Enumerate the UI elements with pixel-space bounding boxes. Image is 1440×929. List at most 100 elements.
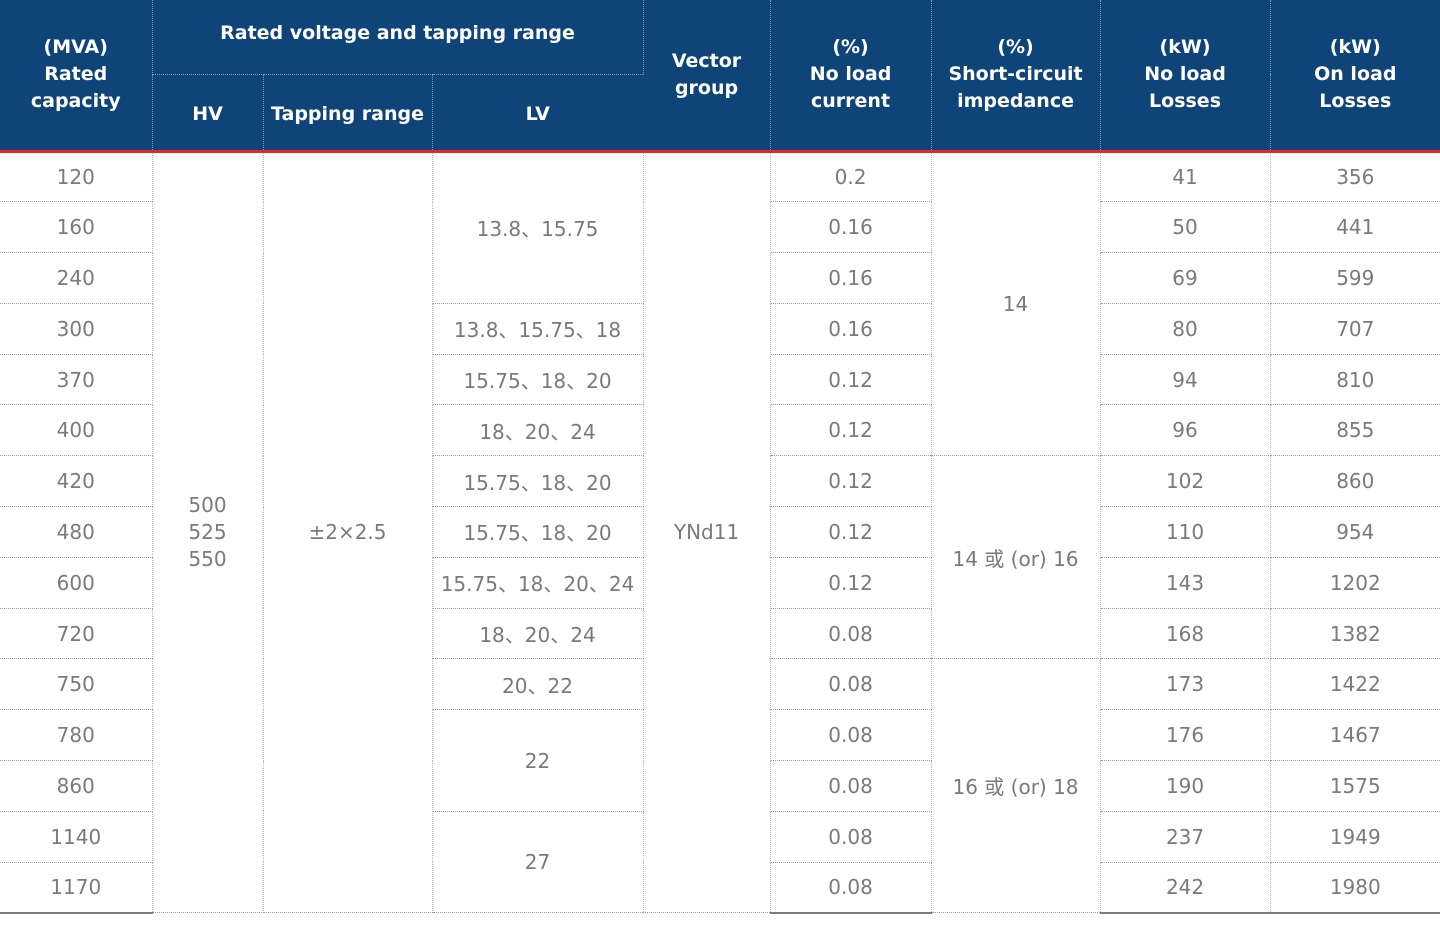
on-load-losses-cell: 810	[1270, 354, 1440, 406]
header-oll-line1: On load	[1314, 63, 1397, 86]
on-load-losses-cell: 1202	[1270, 557, 1440, 609]
table-row: 1170 0.08 242 1980	[0, 862, 1440, 914]
header-current-line1: No load	[809, 63, 892, 86]
on-load-losses-cell: 1382	[1270, 608, 1440, 660]
no-load-current-cell: 0.08	[770, 862, 932, 914]
header-lv: LV	[432, 73, 644, 151]
on-load-losses-cell: 1980	[1270, 862, 1440, 914]
header-on-load-losses: (kW) On load Losses	[1270, 0, 1440, 151]
header-capacity: (MVA) Rated capacity	[0, 0, 153, 151]
header-vector-line1: Vector	[671, 49, 742, 72]
capacity-cell: 1140	[0, 811, 153, 863]
header-oll-line2: Losses	[1319, 90, 1392, 113]
table-row: 750 20、22 0.08 16 或 (or) 18 173 1422	[0, 658, 1440, 914]
capacity-cell: 480	[0, 506, 153, 558]
no-load-losses-cell: 237	[1100, 811, 1271, 863]
lv-cell: 15.75、18、20	[432, 506, 644, 558]
no-load-losses-cell: 50	[1100, 201, 1271, 254]
table-row: 1140 27 0.08 237 1949	[0, 811, 1440, 914]
on-load-losses-cell: 707	[1270, 303, 1440, 355]
hv-cell: 500 525 550	[152, 149, 264, 914]
impedance-cell: 14	[931, 149, 1101, 457]
header-no-load-current: (%) No load current	[770, 0, 932, 151]
no-load-current-cell: 0.08	[770, 658, 932, 711]
header-current-unit: (%)	[832, 36, 869, 59]
vector-group-cell: YNd11	[643, 149, 771, 914]
capacity-cell: 370	[0, 354, 153, 406]
no-load-current-cell: 0.08	[770, 811, 932, 863]
capacity-cell: 160	[0, 201, 153, 254]
no-load-current-cell: 0.2	[770, 149, 932, 203]
lv-cell: 18、20、24	[432, 404, 644, 457]
capacity-cell: 860	[0, 760, 153, 812]
no-load-losses-cell: 94	[1100, 354, 1271, 406]
header-voltage-group: Rated voltage and tapping range	[152, 0, 644, 74]
no-load-current-cell: 0.16	[770, 252, 932, 304]
no-load-current-cell: 0.08	[770, 608, 932, 660]
no-load-losses-cell: 242	[1100, 862, 1271, 914]
header-vector-line2: group	[674, 76, 739, 99]
header-nll-unit: (kW)	[1159, 36, 1211, 59]
header-capacity-unit: (MVA)	[43, 36, 108, 59]
hv-value: 550	[188, 546, 227, 571]
no-load-losses-cell: 110	[1100, 506, 1271, 558]
table-row: 420 15.75、18、20 0.12 14 或 (or) 16 102 86…	[0, 455, 1440, 660]
no-load-current-cell: 0.16	[770, 201, 932, 254]
on-load-losses-cell: 599	[1270, 252, 1440, 304]
table-row: 400 18、20、24 0.12 96 855	[0, 404, 1440, 457]
on-load-losses-cell: 1467	[1270, 709, 1440, 762]
lv-cell: 15.75、18、20	[432, 455, 644, 508]
no-load-losses-cell: 80	[1100, 303, 1271, 355]
capacity-cell: 300	[0, 303, 153, 355]
no-load-losses-cell: 173	[1100, 658, 1271, 711]
no-load-losses-cell: 168	[1100, 608, 1271, 660]
header-nll-line2: Losses	[1149, 90, 1222, 113]
no-load-losses-cell: 176	[1100, 709, 1271, 762]
on-load-losses-cell: 1575	[1270, 760, 1440, 812]
no-load-current-cell: 0.12	[770, 557, 932, 609]
table-row: 160 0.16 50 441	[0, 201, 1440, 254]
table-row: 780 22 0.08 176 1467	[0, 709, 1440, 812]
header-no-load-losses: (kW) No load Losses	[1100, 0, 1271, 151]
on-load-losses-cell: 441	[1270, 201, 1440, 254]
table-row: 480 15.75、18、20 0.12 110 954	[0, 506, 1440, 558]
hv-value: 525	[188, 519, 227, 544]
on-load-losses-cell: 855	[1270, 404, 1440, 457]
header-impedance-unit: (%)	[997, 36, 1034, 59]
capacity-cell: 1170	[0, 862, 153, 914]
no-load-losses-cell: 102	[1100, 455, 1271, 508]
table-row: 860 0.08 190 1575	[0, 760, 1440, 812]
tapping-range-cell: ±2×2.5	[263, 149, 433, 914]
capacity-cell: 720	[0, 608, 153, 660]
capacity-cell: 780	[0, 709, 153, 762]
no-load-losses-cell: 190	[1100, 760, 1271, 812]
no-load-current-cell: 0.12	[770, 455, 932, 508]
no-load-losses-cell: 96	[1100, 404, 1271, 457]
on-load-losses-cell: 1949	[1270, 811, 1440, 863]
header-impedance: (%) Short-circuit impedance	[931, 0, 1101, 151]
table-body: 120 500 525 550 ±2×2.5 13.8、15.75 YNd11 …	[0, 149, 1440, 914]
on-load-losses-cell: 356	[1270, 149, 1440, 203]
no-load-current-cell: 0.12	[770, 404, 932, 457]
lv-cell: 15.75、18、20、24	[432, 557, 644, 609]
table-row: 240 0.16 69 599	[0, 252, 1440, 304]
capacity-cell: 420	[0, 455, 153, 508]
no-load-losses-cell: 143	[1100, 557, 1271, 609]
header-vector-group: Vector group	[643, 0, 771, 151]
table-row: 600 15.75、18、20、24 0.12 143 1202	[0, 557, 1440, 609]
hv-value: 500	[188, 492, 227, 517]
no-load-current-cell: 0.08	[770, 760, 932, 812]
header-capacity-line2: capacity	[30, 90, 121, 113]
header-hv: HV	[152, 73, 264, 151]
capacity-cell: 240	[0, 252, 153, 304]
table-header: (MVA) Rated capacity Rated voltage and t…	[0, 0, 1440, 151]
capacity-cell: 120	[0, 149, 153, 203]
capacity-cell: 750	[0, 658, 153, 711]
on-load-losses-cell: 860	[1270, 455, 1440, 508]
no-load-current-cell: 0.16	[770, 303, 932, 355]
lv-cell: 27	[432, 811, 644, 914]
header-impedance-line2: impedance	[957, 90, 1074, 113]
no-load-losses-cell: 69	[1100, 252, 1271, 304]
header-nll-line1: No load	[1144, 63, 1226, 86]
